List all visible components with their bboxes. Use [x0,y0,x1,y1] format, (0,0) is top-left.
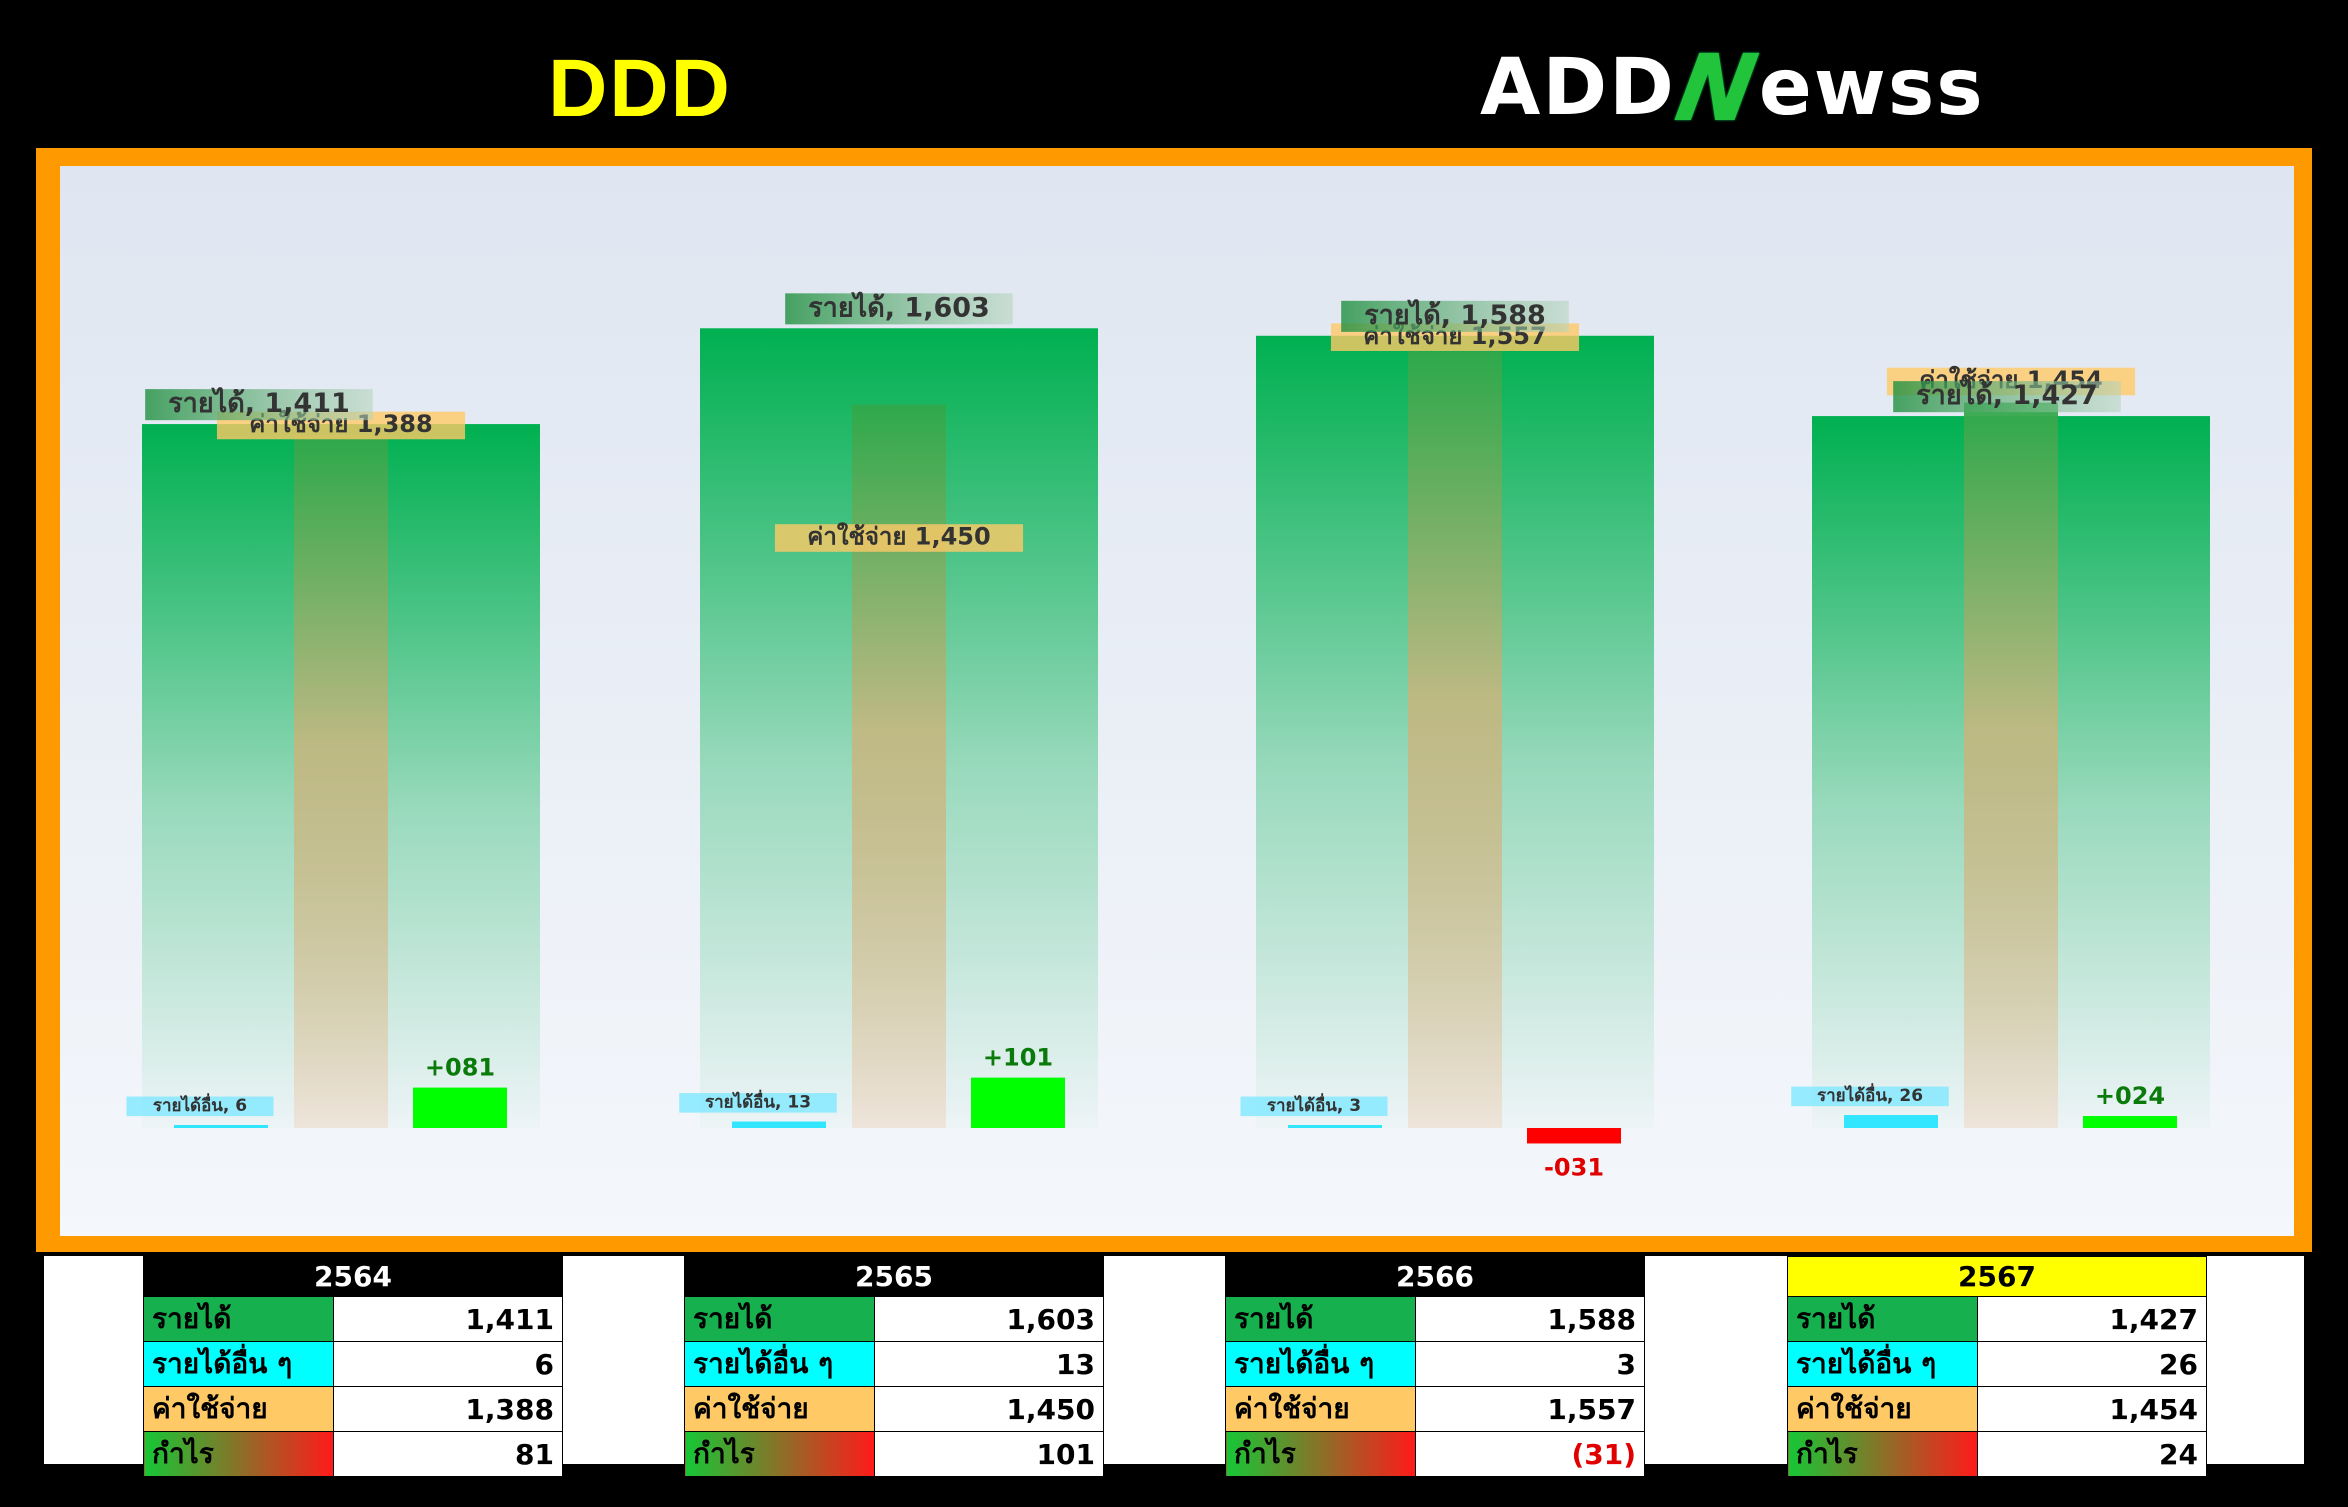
label-revenue-2566: รายได้, 1,588 [1341,299,1569,332]
label-revenue-2564: รายได้, 1,411 [145,387,373,421]
chart-plot-area: +081 รายได้อื่น, 6 ค่าใช้จ่าย 1,388 รายได้,… [60,166,2294,1236]
row-value-expense: 1,454 [1977,1386,2207,1432]
bar-profit-2565 [971,1077,1065,1128]
row-label-revenue: รายได้ [1787,1296,1978,1342]
bar-profit-2567 [2083,1116,2177,1128]
table-row-expense: ค่าใช้จ่าย 1,454 [1787,1386,2207,1432]
table-row-revenue: รายได้ 1,427 [1787,1296,2207,1342]
row-label-profit: กำไร [684,1431,875,1477]
bar-expense-2566 [1408,351,1502,1128]
table-year-header: 2567 [1787,1256,2207,1297]
logo-text-add: ADD [1480,43,1676,133]
label-other-income-2567: รายได้อื่น, 26 [1791,1083,1949,1107]
row-label-other-income: รายได้อื่น ๆ [1225,1341,1416,1387]
row-value-expense: 1,450 [874,1386,1104,1432]
label-expense-2565: ค่าใช้จ่าย 1,450 [774,522,1024,552]
row-value-profit: 101 [874,1431,1104,1477]
row-label-revenue: รายได้ [143,1296,334,1342]
label-revenue-2565: รายได้, 1,603 [785,291,1013,325]
table-row-profit: กำไร (31) [1225,1431,1645,1477]
page-title: DDD [548,43,732,134]
summary-table-2565: 2565 รายได้ 1,603 รายได้อื่น ๆ 13 ค่าใช้จ่าย 1… [684,1256,1104,1477]
table-row-expense: ค่าใช้จ่าย 1,450 [684,1386,1104,1432]
row-label-other-income: รายได้อื่น ๆ [1787,1341,1978,1387]
row-value-revenue: 1,411 [333,1296,563,1342]
bar-profit-2564 [413,1087,507,1128]
bar-profit-2566 [1527,1128,1621,1144]
row-label-profit: กำไร [143,1431,334,1477]
row-value-other-income: 6 [333,1341,563,1387]
row-value-other-income: 26 [1977,1341,2207,1387]
row-value-revenue: 1,427 [1977,1296,2207,1342]
label-profit-2566: -031 [1544,1153,1604,1181]
table-year-header: 2564 [143,1256,563,1297]
summary-tables: 2564 รายได้ 1,411 รายได้อื่น ๆ 6 ค่าใช้จ่าย 1,… [44,1256,2304,1477]
svg-text:รายได้อื่น, 6: รายได้อื่น, 6 [153,1093,247,1116]
row-value-profit: 81 [333,1431,563,1477]
row-label-revenue: รายได้ [684,1296,875,1342]
svg-text:รายได้อื่น, 26: รายได้อื่น, 26 [1817,1083,1923,1106]
label-profit-2564: +081 [425,1054,495,1082]
summary-table-2564: 2564 รายได้ 1,411 รายได้อื่น ๆ 6 ค่าใช้จ่าย 1,… [143,1256,563,1477]
bar-other-income-2565 [732,1121,826,1128]
summary-table-2566: 2566 รายได้ 1,588 รายได้อื่น ๆ 3 ค่าใช้จ่าย 1,… [1225,1256,1645,1477]
bar-expense-2565 [852,404,946,1129]
label-other-income-2564: รายได้อื่น, 6 [126,1093,274,1117]
table-row-other-income: รายได้อื่น ๆ 13 [684,1341,1104,1387]
row-value-revenue: 1,588 [1415,1296,1645,1342]
table-year-header: 2565 [684,1256,1104,1297]
svg-text:รายได้, 1,603: รายได้, 1,603 [808,291,990,323]
row-label-expense: ค่าใช้จ่าย [1225,1386,1416,1432]
row-label-profit: กำไร [1787,1431,1978,1477]
label-profit-2565: +101 [983,1044,1053,1072]
svg-text:รายได้, 1,588: รายได้, 1,588 [1364,299,1546,331]
label-other-income-2566: รายได้อื่น, 3 [1240,1093,1388,1117]
logo-text-ewss: ewss [1758,43,1985,133]
bar-expense-2567 [1964,402,2058,1128]
bar-other-income-2564 [174,1125,268,1128]
row-value-expense: 1,557 [1415,1386,1645,1432]
label-other-income-2565: รายได้อื่น, 13 [679,1090,837,1113]
row-value-other-income: 13 [874,1341,1104,1387]
svg-text:รายได้อื่น, 13: รายได้อื่น, 13 [705,1090,811,1113]
row-label-other-income: รายได้อื่น ๆ [143,1341,334,1387]
row-label-expense: ค่าใช้จ่าย [684,1386,875,1432]
svg-text:รายได้อื่น, 3: รายได้อื่น, 3 [1267,1093,1361,1116]
table-row-expense: ค่าใช้จ่าย 1,557 [1225,1386,1645,1432]
row-value-expense: 1,388 [333,1386,563,1432]
summary-table-2567: 2567 รายได้ 1,427 รายได้อื่น ๆ 26 ค่าใช้จ่าย 1… [1787,1256,2207,1477]
table-row-profit: กำไร 24 [1787,1431,2207,1477]
row-value-profit: 24 [1977,1431,2207,1477]
row-value-revenue: 1,603 [874,1296,1104,1342]
label-revenue-2567: รายได้, 1,427 [1893,379,2121,413]
bar-expense-2564 [294,435,388,1128]
bar-other-income-2567 [1844,1115,1938,1128]
table-year-header: 2566 [1225,1256,1645,1297]
row-value-other-income: 3 [1415,1341,1645,1387]
label-profit-2567: +024 [2095,1082,2165,1110]
table-row-profit: กำไร 81 [143,1431,563,1477]
table-row-revenue: รายได้ 1,588 [1225,1296,1645,1342]
svg-text:รายได้, 1,411: รายได้, 1,411 [168,387,350,419]
table-row-profit: กำไร 101 [684,1431,1104,1477]
row-label-other-income: รายได้อื่น ๆ [684,1341,875,1387]
table-row-other-income: รายได้อื่น ๆ 26 [1787,1341,2207,1387]
row-label-revenue: รายได้ [1225,1296,1416,1342]
svg-text:รายได้, 1,427: รายได้, 1,427 [1916,379,2098,411]
table-row-expense: ค่าใช้จ่าย 1,388 [143,1386,563,1432]
chart-frame: +081 รายได้อื่น, 6 ค่าใช้จ่าย 1,388 รายได้,… [36,148,2312,1252]
logo-n-icon: N [1668,34,1767,142]
row-value-profit: (31) [1415,1431,1645,1477]
table-row-revenue: รายได้ 1,603 [684,1296,1104,1342]
row-label-profit: กำไร [1225,1431,1416,1477]
bar-other-income-2566 [1288,1125,1382,1128]
row-label-expense: ค่าใช้จ่าย [1787,1386,1978,1432]
svg-text:ค่าใช้จ่าย 1,450: ค่าใช้จ่าย 1,450 [807,522,990,551]
row-label-expense: ค่าใช้จ่าย [143,1386,334,1432]
table-row-revenue: รายได้ 1,411 [143,1296,563,1342]
